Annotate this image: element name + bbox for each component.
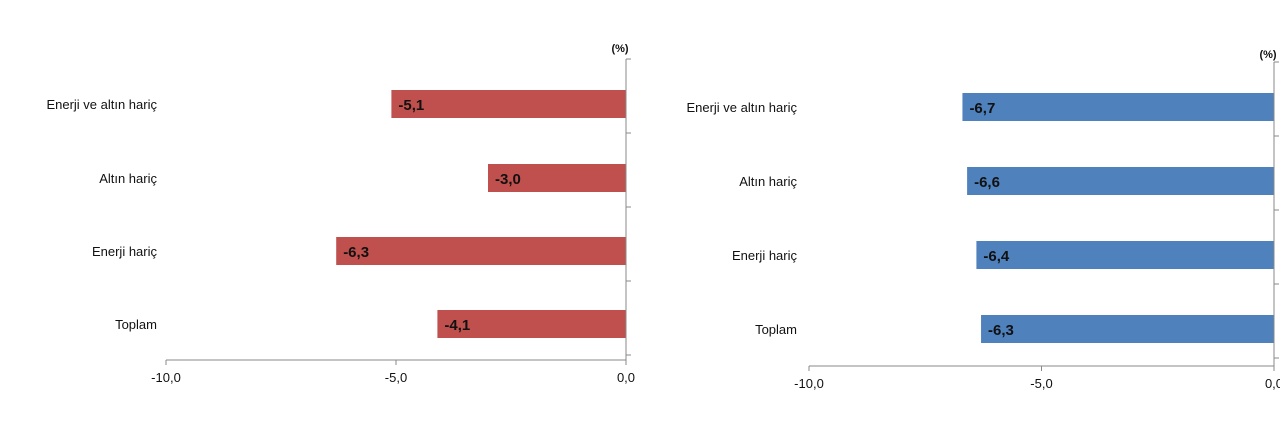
category-label: Altın hariç [739,174,797,189]
category-label: Enerji hariç [92,244,158,259]
category-label: Enerji hariç [732,248,798,263]
data-label: -4,1 [444,317,470,334]
chart-panel-1: -5,1 -3,0 -6,3 -4,1 Enerji ve altın hariç Alt… [46,43,635,385]
bar [336,237,626,265]
data-label: -3,0 [495,171,521,188]
tick-label: -5,0 [385,370,407,385]
category-label: Enerji ve altın hariç [46,97,157,112]
bar [976,241,1274,269]
category-label: Toplam [755,322,797,337]
data-label: -6,7 [969,100,995,117]
bar [391,90,626,118]
data-label: -6,3 [988,322,1014,339]
bar [962,93,1274,121]
tick-label: -5,0 [1030,376,1052,391]
unit-label: (%) [611,43,628,55]
tick-label: -10,0 [794,376,824,391]
tick-label: 0,0 [1265,376,1280,391]
data-label: -6,6 [974,174,1000,191]
category-label: Altın hariç [99,171,157,186]
unit-label: (%) [1259,49,1276,61]
data-label: -5,1 [398,97,424,114]
bar [981,315,1274,343]
chart-panel-2: -6,7 -6,6 -6,4 -6,3 Enerji ve altın hariç Alt… [686,49,1280,391]
bar [488,164,626,192]
category-label: Enerji ve altın hariç [686,100,797,115]
bar [967,167,1274,195]
data-label: -6,3 [343,244,369,261]
tick-label: 0,0 [617,370,635,385]
bar [437,310,626,338]
tick-label: -10,0 [151,370,181,385]
category-label: Toplam [115,317,157,332]
data-label: -6,4 [983,248,1010,265]
